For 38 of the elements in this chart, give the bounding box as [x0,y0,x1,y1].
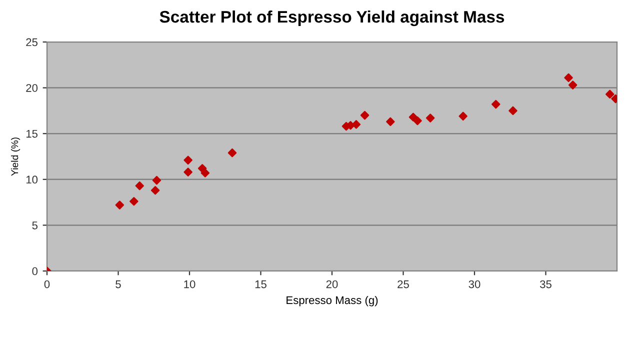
x-tick-label: 20 [326,280,338,288]
point [492,100,500,109]
point [606,90,614,99]
point [413,116,422,126]
y-tick-label: 10 [26,176,38,184]
x-tick-label: 15 [255,280,266,288]
point [564,73,573,82]
point [426,114,435,122]
point [115,200,124,210]
point [184,156,192,165]
point [135,181,144,190]
point [228,148,237,158]
point [130,197,138,206]
y-tick-label: 15 [26,130,38,138]
y-tick-label: 5 [32,222,38,230]
x-tick-label: 5 [116,280,121,288]
x-axis-title: Espresso Mass (g) [286,296,378,306]
point [352,120,361,129]
x-tick-label: 30 [468,280,480,288]
x-tick-label: 10 [184,280,196,288]
point [568,80,578,90]
point [200,168,210,178]
y-axis-title: Yield (%) [10,138,20,176]
point [408,112,418,122]
point [184,168,192,176]
y-tick-label: 25 [26,38,38,46]
y-tick-label: 0 [32,267,38,276]
x-tick-label: 0 [44,280,50,288]
x-tick-label: 35 [540,280,552,288]
point [150,186,160,195]
point [386,117,395,126]
point [152,176,162,185]
point [458,112,468,121]
y-tick-label: 20 [26,84,38,92]
point [360,110,370,120]
point [508,106,518,116]
x-tick-label: 25 [398,280,409,288]
chart-title: Scatter Plot of Espresso Yield against Mass [160,10,504,26]
